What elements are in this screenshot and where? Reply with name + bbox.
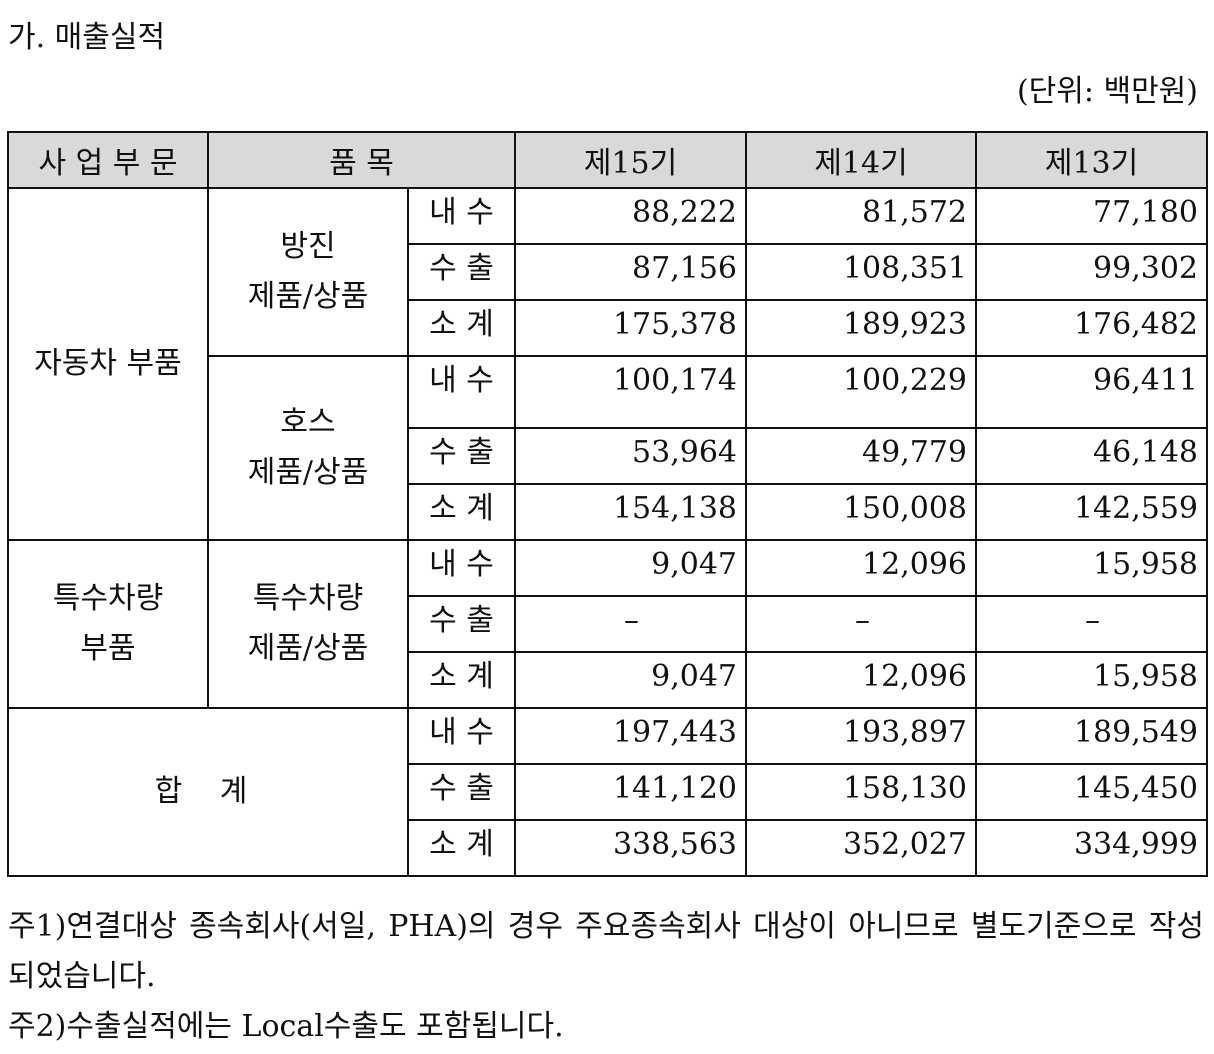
product-name-line: 호스 (280, 405, 336, 440)
value-cell: 9,047 (514, 539, 747, 597)
product-special-vehicle: 특수차량 제품/상품 (207, 539, 409, 709)
header-row: 사 업 부 문 품 목 제15기 제14기 제13기 (7, 131, 1208, 189)
footnote-1: 주1)연결대상 종속회사(서일, PHA)의 경우 주요종속회사 대상이 아니므… (8, 909, 1204, 994)
product-name-line: 제품/상품 (247, 455, 369, 490)
product-name-line: 특수차량 (252, 581, 364, 616)
segment-auto-parts: 자동차 부품 (7, 187, 209, 541)
table-row: 소 계 175,378 189,923 176,482 (8, 299, 1208, 357)
value-cell: 49,779 (745, 427, 977, 485)
value-cell: 87,156 (514, 243, 747, 301)
value-cell: 189,923 (745, 299, 977, 357)
value-cell: 108,351 (745, 243, 977, 301)
table-row: 수 출 53,964 49,779 46,148 (8, 427, 1208, 485)
header-period-14: 제14기 (745, 131, 977, 189)
value-cell: 352,027 (745, 819, 977, 877)
table-row: 수 출 141,120 158,130 145,450 (8, 763, 1208, 821)
value-cell: 15,958 (975, 651, 1208, 709)
table-row: 특수차량 부품 특수차량 제품/상품 내 수 9,047 12,096 15,9… (7, 539, 1208, 709)
sales-type: 내 수 (407, 707, 516, 765)
value-cell: 9,047 (514, 651, 747, 709)
value-cell: 175,378 (514, 299, 747, 357)
value-cell: 46,148 (975, 427, 1208, 485)
value-cell: 334,999 (975, 819, 1208, 877)
table-row: 소 계 9,047 12,096 15,958 (8, 651, 1208, 709)
value-cell: 142,559 (975, 483, 1208, 541)
value-cell: 96,411 (975, 355, 1208, 429)
product-name-line: 제품/상품 (247, 279, 369, 314)
table-row: 소 계 338,563 352,027 334,999 (8, 819, 1208, 877)
total-label: 합 계 (7, 707, 409, 877)
value-cell: 15,958 (975, 539, 1208, 597)
header-period-13: 제13기 (975, 131, 1208, 189)
table-row: 소 계 154,138 150,008 142,559 (8, 483, 1208, 541)
sales-type: 내 수 (407, 539, 516, 597)
section-heading: 가. 매출실적 (8, 20, 166, 55)
value-cell: – (745, 595, 977, 653)
header-item: 품 목 (207, 131, 516, 189)
sales-type: 내 수 (407, 355, 516, 429)
table-row: 수 출 87,156 108,351 99,302 (8, 243, 1208, 301)
value-cell: 100,174 (514, 355, 747, 429)
header-segment: 사 업 부 문 (7, 131, 209, 189)
value-cell: 88,222 (514, 187, 747, 245)
product-name-line: 제품/상품 (247, 631, 369, 666)
segment-special-vehicle-parts: 특수차량 부품 (7, 539, 209, 709)
sales-type: 소 계 (407, 299, 516, 357)
value-cell: – (975, 595, 1208, 653)
sales-type: 내 수 (407, 187, 516, 245)
value-cell: 99,302 (975, 243, 1208, 301)
product-hose: 호스 제품/상품 (207, 355, 409, 541)
value-cell: 12,096 (745, 539, 977, 597)
value-cell: 12,096 (745, 651, 977, 709)
value-cell: – (514, 595, 747, 653)
footnote-2: 주2)수출실적에는 Local수출도 포함됩니다. (8, 1009, 564, 1044)
sales-type: 소 계 (407, 819, 516, 877)
table-row: 수 출 – – – (8, 595, 1208, 653)
value-cell: 189,549 (975, 707, 1208, 765)
sales-type: 수 출 (407, 243, 516, 301)
value-cell: 100,229 (745, 355, 977, 429)
value-cell: 81,572 (745, 187, 977, 245)
footnotes: 주1)연결대상 종속회사(서일, PHA)의 경우 주요종속회사 대상이 아니므… (8, 902, 1204, 1052)
value-cell: 193,897 (745, 707, 977, 765)
value-cell: 176,482 (975, 299, 1208, 357)
value-cell: 158,130 (745, 763, 977, 821)
table-row: 합 계 내 수 197,443 193,897 189,549 (7, 707, 1208, 877)
unit-note: (단위: 백만원) (1016, 74, 1198, 109)
sales-type: 수 출 (407, 595, 516, 653)
segment-name-line: 특수차량 (52, 581, 164, 616)
product-anti-vibration: 방진 제품/상품 (207, 187, 409, 357)
product-name-line: 방진 (280, 229, 336, 264)
value-cell: 53,964 (514, 427, 747, 485)
value-cell: 154,138 (514, 483, 747, 541)
table-row: 호스 제품/상품 내 수 100,174 100,229 96,411 (8, 355, 1208, 541)
sales-table: 사 업 부 문 품 목 제15기 제14기 제13기 자동차 부품 방진 제품/… (7, 131, 1208, 877)
sales-type: 수 출 (407, 427, 516, 485)
total-label-text: 합 계 (154, 774, 262, 809)
value-cell: 145,450 (975, 763, 1208, 821)
value-cell: 150,008 (745, 483, 977, 541)
sales-type: 수 출 (407, 763, 516, 821)
segment-name-line: 부품 (80, 631, 136, 666)
header-period-15: 제15기 (514, 131, 747, 189)
value-cell: 338,563 (514, 819, 747, 877)
value-cell: 141,120 (514, 763, 747, 821)
value-cell: 77,180 (975, 187, 1208, 245)
sales-type: 소 계 (407, 483, 516, 541)
value-cell: 197,443 (514, 707, 747, 765)
sales-type: 소 계 (407, 651, 516, 709)
table-row: 자동차 부품 방진 제품/상품 내 수 88,222 81,572 77,180 (7, 187, 1208, 541)
